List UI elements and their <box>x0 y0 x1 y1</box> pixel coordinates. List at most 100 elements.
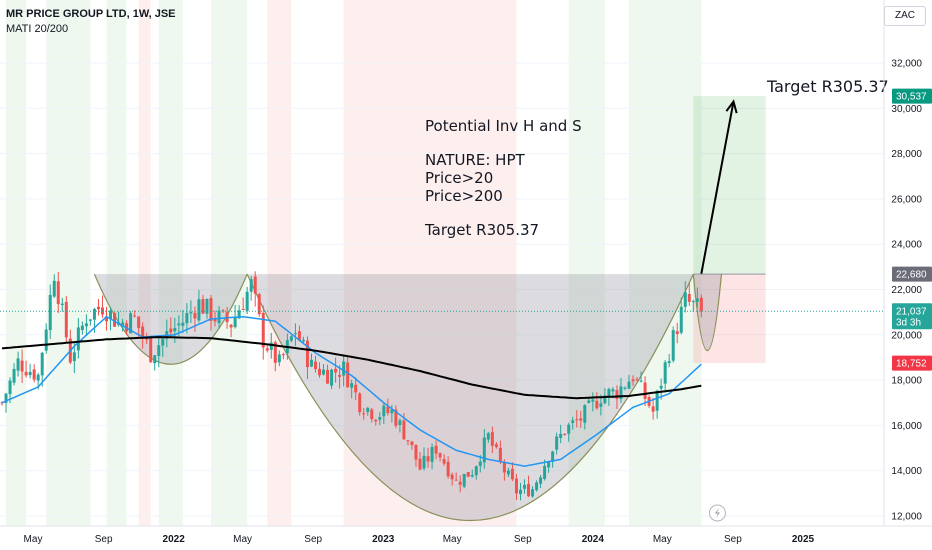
candle-body <box>450 474 454 480</box>
candle-body <box>40 352 44 376</box>
candle-body <box>547 461 551 468</box>
candle-body <box>4 393 8 403</box>
candle-body <box>169 328 173 333</box>
candle-body <box>36 374 40 381</box>
candle-body <box>494 444 498 448</box>
candle-body <box>16 358 20 371</box>
candle-body <box>314 361 317 369</box>
stop-zone <box>693 274 766 364</box>
price-tag-label: 21,037 <box>896 306 927 317</box>
regime-band <box>629 0 646 526</box>
candle-body <box>221 310 225 312</box>
candle-body <box>80 325 84 331</box>
candle-body <box>583 405 587 423</box>
x-tick-label: 2024 <box>582 534 605 545</box>
candle-body <box>177 323 181 326</box>
x-tick-label: Sep <box>724 534 742 545</box>
candle-body <box>567 424 571 434</box>
candle-body <box>366 407 370 413</box>
candle-body <box>474 466 478 476</box>
candle-body <box>543 465 547 479</box>
currency-button[interactable]: ZAC <box>884 6 926 26</box>
candle-body <box>462 473 466 487</box>
candle-body <box>559 433 563 439</box>
candle-body <box>591 399 595 402</box>
candle-body <box>113 313 117 327</box>
candle-body <box>96 306 100 310</box>
candle-body <box>72 352 76 362</box>
candle-body <box>293 333 297 335</box>
y-tick-label: 12,000 <box>891 512 922 523</box>
candle-body <box>446 461 450 477</box>
regime-band <box>211 0 248 526</box>
candle-body <box>121 322 125 326</box>
candle-body <box>12 368 16 383</box>
arrow-shaft <box>700 101 735 274</box>
candle-body <box>478 461 482 466</box>
lightning-glyph <box>714 508 720 518</box>
candle-body <box>651 406 655 412</box>
candle-body <box>659 385 663 389</box>
candle-body <box>305 340 309 368</box>
candle-body <box>197 299 201 321</box>
candle-body <box>643 382 647 399</box>
candle-body <box>563 433 567 435</box>
candle-body <box>217 310 221 324</box>
candle-body <box>237 310 241 319</box>
candle-body <box>153 355 157 364</box>
regime-band <box>6 0 27 526</box>
candle-body <box>627 381 631 389</box>
candle-body <box>141 326 145 338</box>
candle-body <box>631 379 635 382</box>
candle-body <box>667 361 671 364</box>
candle-body <box>426 456 430 462</box>
candle-body <box>20 360 24 372</box>
candle-body <box>695 298 699 302</box>
candle-body <box>442 459 446 464</box>
candle-body <box>619 386 623 399</box>
candle-body <box>691 301 695 303</box>
candle-body <box>498 447 502 462</box>
candle-body <box>635 379 639 381</box>
candle-body <box>687 293 691 302</box>
candle-body <box>181 322 185 326</box>
candle-body <box>386 406 390 414</box>
candle-body <box>350 383 354 388</box>
candle-body <box>362 413 366 415</box>
candle-body <box>105 316 108 322</box>
candle-body <box>466 472 470 477</box>
candle-body <box>76 327 80 351</box>
candle-body <box>418 458 422 470</box>
candle-body <box>422 455 426 469</box>
x-tick-label: Sep <box>304 534 322 545</box>
candle-body <box>398 420 402 426</box>
candle-body <box>209 298 213 321</box>
candle-body <box>599 403 603 407</box>
candle-body <box>370 409 374 420</box>
candle-body <box>326 369 330 384</box>
candle-body <box>56 281 60 305</box>
candle-body <box>229 324 233 328</box>
y-tick-label: 22,000 <box>891 285 922 296</box>
price-tag-entry <box>892 266 932 282</box>
candle-body <box>28 371 32 376</box>
candle-body <box>402 420 406 440</box>
ma-slow-line <box>1 336 702 400</box>
candle-body <box>555 436 559 450</box>
x-tick-label: 2023 <box>372 534 395 545</box>
price-tag-last <box>892 303 932 330</box>
candle-body <box>24 371 28 376</box>
annotation-line: Price>200 <box>425 187 503 205</box>
candle-body <box>8 380 12 395</box>
candle-body <box>579 418 583 421</box>
candle-body <box>48 294 52 331</box>
candle-body <box>506 470 510 475</box>
candle-body <box>269 342 273 350</box>
candle-body <box>257 294 261 315</box>
candle-body <box>374 419 378 422</box>
candle-body <box>273 342 277 363</box>
candle-body <box>438 453 442 458</box>
